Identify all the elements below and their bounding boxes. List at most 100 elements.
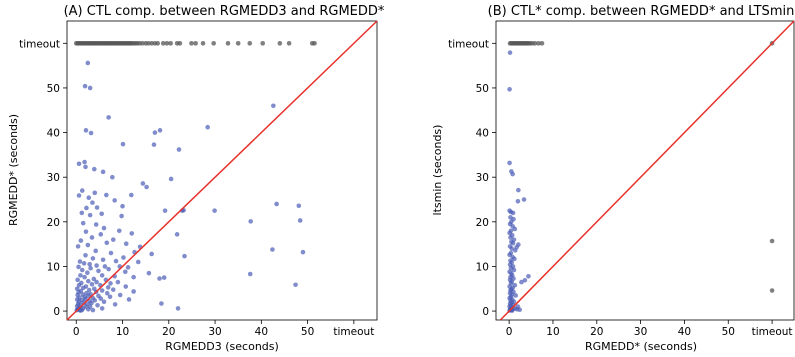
- data-point: [85, 242, 91, 248]
- timeout-point: [235, 41, 241, 46]
- data-point: [507, 160, 512, 166]
- data-point: [83, 252, 88, 258]
- data-point: [82, 159, 87, 165]
- data-point: [512, 226, 518, 232]
- data-point: [78, 238, 84, 243]
- data-point: [296, 203, 302, 209]
- data-point: [162, 208, 168, 213]
- diagonal-line: [499, 20, 795, 321]
- data-point: [513, 293, 519, 298]
- y-tick-label: 40: [47, 128, 60, 140]
- y-tick-label: timeout: [19, 38, 60, 50]
- data-point: [135, 259, 141, 265]
- panel-a: (A) CTL comp. between RGMEDD3 and RGMEDD…: [7, 4, 385, 353]
- panel-b-ylabel: ltsmin (seconds): [431, 125, 444, 216]
- data-point: [152, 130, 158, 135]
- data-point: [151, 142, 157, 147]
- data-point: [105, 285, 111, 290]
- data-point: [112, 198, 117, 203]
- x-tick-label: 10: [546, 326, 559, 338]
- data-point: [79, 188, 85, 193]
- data-point: [519, 279, 524, 285]
- data-point: [83, 229, 89, 234]
- data-point: [85, 293, 91, 299]
- timeout-point: [769, 288, 775, 293]
- data-point: [82, 274, 87, 280]
- data-point: [123, 284, 129, 289]
- data-point: [104, 290, 110, 296]
- data-point: [274, 201, 279, 207]
- data-point: [526, 273, 531, 279]
- data-point: [87, 85, 93, 91]
- panel-b-ticks: 0 10 20 30 40 50 timeout 0 10 20 30 40 50 timeout: [448, 38, 792, 338]
- timeout-point: [149, 41, 154, 46]
- panel-b-points: [507, 41, 775, 313]
- data-point: [90, 256, 96, 261]
- data-point: [89, 300, 94, 306]
- data-point: [99, 273, 105, 278]
- data-point: [87, 212, 93, 218]
- timeout-point: [769, 238, 775, 244]
- data-point: [74, 286, 80, 292]
- panel-b-xlabel: RGMEDD* (seconds): [585, 340, 697, 353]
- data-point: [106, 115, 111, 120]
- data-point: [107, 294, 113, 300]
- timeout-point: [189, 41, 194, 46]
- data-point: [99, 211, 105, 217]
- data-point: [76, 282, 82, 288]
- timeout-point: [177, 41, 183, 46]
- timeout-point: [225, 41, 231, 46]
- y-tick-label: 50: [476, 83, 489, 95]
- panel-a-ticks: 0 10 20 30 40 50 timeout 0 10 20 30 40 50 timeout: [19, 38, 374, 338]
- data-point: [85, 270, 90, 275]
- data-point: [512, 256, 517, 262]
- data-point: [79, 267, 85, 273]
- panel-b-title: (B) CTL* comp. between RGMEDD* and LTSmi…: [488, 4, 795, 19]
- x-tick-label: 30: [634, 326, 647, 338]
- y-tick-label: 0: [53, 306, 60, 318]
- data-point: [75, 277, 80, 283]
- data-point: [79, 210, 85, 216]
- data-point: [101, 299, 107, 305]
- data-point: [144, 184, 149, 190]
- data-point: [507, 50, 513, 55]
- data-point: [508, 235, 513, 240]
- panel-a-ylabel: RGMEDD* (seconds): [7, 114, 20, 226]
- data-point: [515, 198, 521, 204]
- data-point: [80, 220, 86, 226]
- y-tick-label: timeout: [448, 38, 489, 50]
- x-tick-label: 20: [162, 326, 175, 338]
- data-point: [93, 248, 98, 254]
- y-tick-label: 10: [47, 261, 60, 273]
- data-point: [88, 265, 93, 271]
- data-point: [93, 222, 99, 227]
- data-point: [117, 292, 123, 298]
- data-point: [104, 192, 109, 198]
- data-point: [122, 269, 128, 275]
- timeout-point: [164, 41, 170, 46]
- data-point: [104, 240, 110, 246]
- data-point: [115, 279, 121, 285]
- x-tick-label: 10: [116, 326, 129, 338]
- y-tick-label: 20: [47, 217, 60, 229]
- data-point: [110, 237, 116, 242]
- timeout-point: [168, 41, 173, 46]
- data-point: [511, 267, 517, 273]
- data-point: [157, 276, 162, 281]
- x-tick-label: 20: [590, 326, 603, 338]
- data-point: [81, 261, 87, 266]
- data-point: [99, 288, 105, 293]
- data-point: [126, 297, 132, 302]
- data-point: [517, 307, 522, 313]
- data-point: [521, 197, 527, 202]
- data-point: [90, 307, 96, 313]
- data-point: [516, 187, 521, 193]
- data-point: [75, 244, 81, 249]
- data-point: [96, 268, 101, 274]
- data-point: [83, 128, 89, 133]
- data-point: [76, 161, 82, 167]
- x-tick-label: 50: [301, 326, 314, 338]
- data-point: [94, 263, 99, 268]
- data-point: [92, 190, 98, 196]
- data-point: [140, 181, 146, 186]
